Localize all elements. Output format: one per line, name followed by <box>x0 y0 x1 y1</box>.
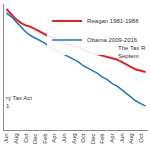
svg-text:Oct: Oct <box>138 133 144 143</box>
svg-text:Dec: Dec <box>32 133 38 144</box>
svg-text:Reagan 1981-1988: Reagan 1981-1988 <box>87 18 139 24</box>
svg-text:Obama 2009-2016: Obama 2009-2016 <box>87 37 138 43</box>
svg-text:Jun: Jun <box>119 133 125 143</box>
svg-text:ry Tax Act1: ry Tax Act1 <box>6 95 32 109</box>
svg-text:Feb: Feb <box>99 133 105 144</box>
svg-text:Apr: Apr <box>109 133 115 142</box>
svg-text:Oct: Oct <box>80 133 86 143</box>
svg-text:Jun: Jun <box>3 133 9 143</box>
svg-text:The Tax RSeptem: The Tax RSeptem <box>118 45 146 59</box>
svg-text:Aug: Aug <box>13 133 19 144</box>
svg-text:Aug: Aug <box>128 133 134 144</box>
svg-text:Apr: Apr <box>51 133 57 142</box>
svg-text:Dec: Dec <box>90 133 96 144</box>
svg-text:Oct: Oct <box>23 133 29 143</box>
svg-text:Feb: Feb <box>42 133 48 144</box>
svg-text:Aug: Aug <box>71 133 77 144</box>
svg-text:Jun: Jun <box>61 133 67 143</box>
